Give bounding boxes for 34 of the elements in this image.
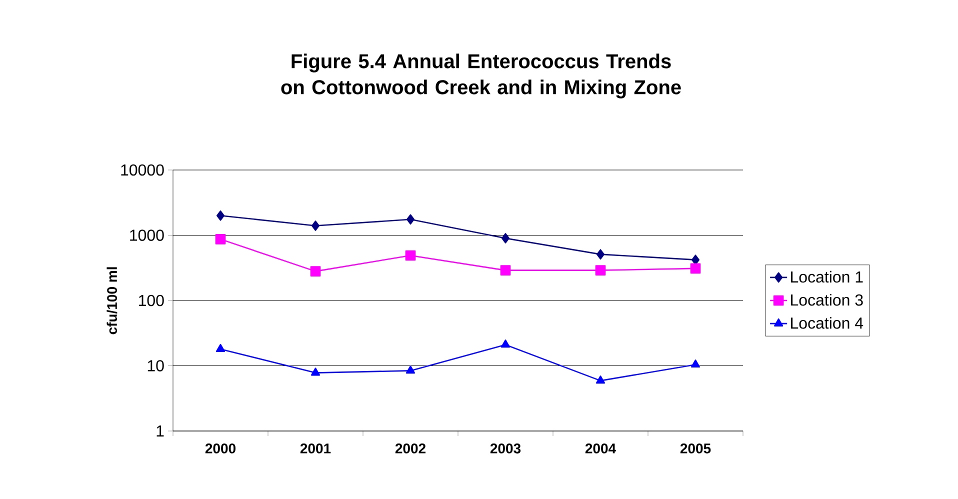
point xyxy=(310,266,321,276)
point xyxy=(595,265,606,276)
chart-title: Figure 5.4 Annual Enterococcus Trends on Cottonwood Creek and in Mixing Zone xyxy=(281,54,681,98)
point xyxy=(501,233,510,244)
point xyxy=(405,250,416,261)
x-tick-label: 2001 xyxy=(300,444,331,454)
y-tick-label: 100 xyxy=(139,294,164,306)
point xyxy=(596,249,605,260)
x-tick-label: 2005 xyxy=(680,444,711,454)
point xyxy=(596,376,606,384)
y-tick-label: 10 xyxy=(148,360,164,372)
x-tick-label: 2004 xyxy=(585,444,616,454)
y-tick-label: 10000 xyxy=(121,164,164,176)
legend-label: Location 1 xyxy=(791,270,863,283)
y-tick-label: 1 xyxy=(156,425,164,437)
y-axis-title: cfu/100 ml xyxy=(106,267,118,334)
point xyxy=(216,344,226,352)
point xyxy=(500,265,511,276)
point xyxy=(406,214,415,225)
point xyxy=(215,234,226,244)
point xyxy=(690,263,701,274)
point xyxy=(406,366,416,374)
point xyxy=(311,220,320,231)
point xyxy=(690,359,700,368)
point xyxy=(500,340,510,348)
x-tick-label: 2002 xyxy=(395,444,426,454)
x-tick-label: 2000 xyxy=(205,444,236,454)
point xyxy=(310,368,320,376)
point xyxy=(691,254,700,265)
legend-label: Location 4 xyxy=(791,317,864,329)
x-tick-label: 2003 xyxy=(490,444,521,454)
y-tick-label: 1000 xyxy=(130,230,164,241)
point xyxy=(216,210,225,221)
legend-label: Location 3 xyxy=(791,294,863,306)
